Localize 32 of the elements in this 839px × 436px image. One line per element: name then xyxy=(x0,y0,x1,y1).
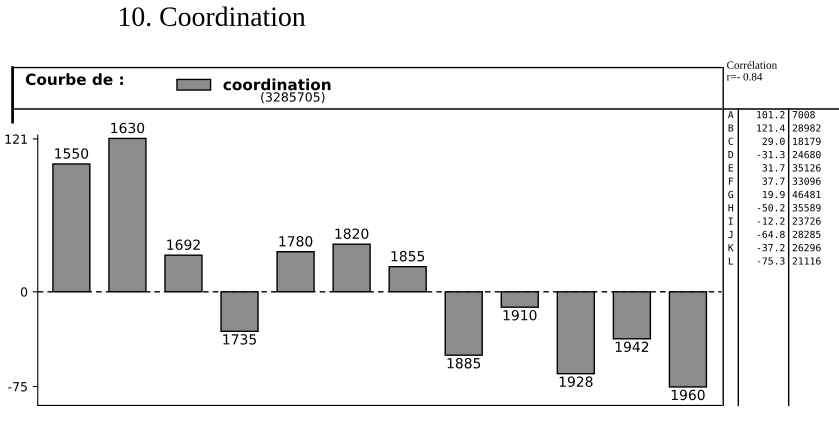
text: E 31.7 35126 xyxy=(728,164,821,172)
x-tick-label: 1692 xyxy=(167,239,200,250)
text: K -37.2 26296 xyxy=(728,244,821,252)
text: Courbe de : xyxy=(26,73,123,86)
text: I -12.2 23726 xyxy=(728,217,821,225)
x-tick-label: 1550 xyxy=(55,148,88,159)
text: Corrélation r=- 0.84 xyxy=(726,61,778,81)
legend-label: coordination xyxy=(223,78,330,90)
text: F 37.7 33096 xyxy=(728,178,821,185)
y-tick-label: -75 xyxy=(8,382,27,392)
text: D -31.3 24680 xyxy=(728,150,821,158)
text: L -75.3 21116 xyxy=(728,257,821,265)
text: G 19.9 46481 xyxy=(728,190,821,198)
x-tick-label: 1910 xyxy=(504,310,537,320)
chart-title: 10. Coordination xyxy=(120,6,306,26)
text: C 29.0 18179 xyxy=(728,138,821,145)
x-tick-label: 1855 xyxy=(392,250,424,262)
text: H -50.2 35589 xyxy=(728,204,821,212)
x-tick-label: 1960 xyxy=(672,390,705,400)
x-tick-label: 1820 xyxy=(335,228,368,239)
text: J -64.8 28285 xyxy=(728,230,821,238)
text: B 121.4 28982 xyxy=(728,124,820,132)
x-tick-label: 1885 xyxy=(448,358,480,368)
x-tick-label: 1735 xyxy=(223,334,256,345)
x-tick-label: 1780 xyxy=(279,236,312,247)
text: A 101.2 7008 xyxy=(728,111,815,118)
x-tick-label: 1630 xyxy=(111,122,144,134)
y-tick-label: 0 xyxy=(20,287,28,297)
x-tick-label: 1942 xyxy=(616,342,648,352)
y-tick-label: 121 xyxy=(6,134,27,144)
text: (3285705) xyxy=(261,92,324,104)
x-tick-label: 1928 xyxy=(560,376,593,387)
